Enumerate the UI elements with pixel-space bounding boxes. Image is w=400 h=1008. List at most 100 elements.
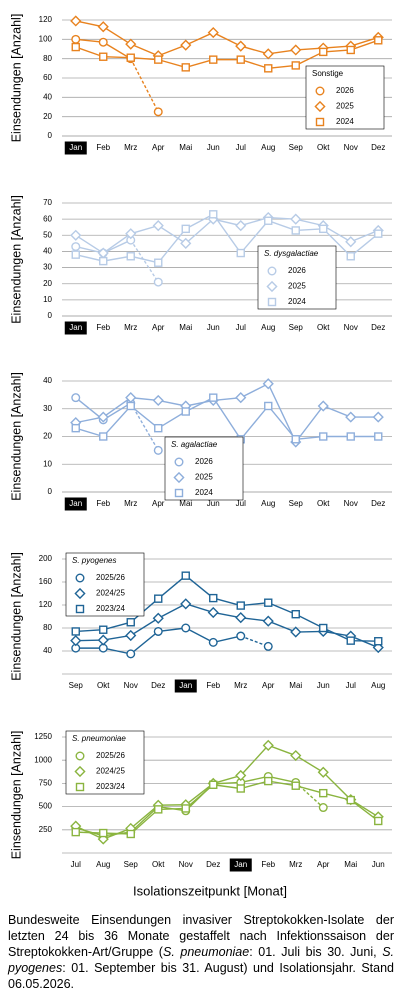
marker	[346, 636, 355, 645]
marker	[152, 220, 164, 232]
marker	[181, 571, 190, 580]
marker	[262, 739, 274, 751]
x-tick-label: Sep	[289, 499, 304, 508]
marker	[374, 637, 383, 646]
marker	[207, 26, 219, 39]
marker	[180, 237, 192, 249]
legend: S. pneumoniae 2025/26 2024/25 2023/24	[65, 730, 145, 795]
x-tick-label: Jul	[236, 499, 246, 508]
marker	[71, 827, 80, 837]
marker	[372, 411, 384, 423]
y-tick-label: 30	[43, 263, 52, 272]
x-tick-label: Apr	[152, 143, 165, 152]
marker	[125, 38, 137, 50]
marker	[264, 64, 273, 73]
x-tick-label: Okt	[317, 143, 330, 152]
x-tick-label: Dez	[151, 681, 165, 690]
marker	[181, 407, 190, 416]
marker	[154, 805, 163, 814]
marker	[70, 15, 82, 27]
x-tick-label: Okt	[152, 860, 165, 869]
y-tick-label: 60	[43, 73, 52, 82]
series-line	[75, 213, 379, 264]
marker	[153, 107, 163, 117]
marker	[236, 631, 246, 641]
marker	[174, 457, 184, 467]
marker	[126, 829, 135, 839]
legend-label: 2025/26	[96, 751, 125, 760]
x-tick-label: Jun	[207, 323, 220, 332]
marker	[236, 784, 245, 793]
marker	[154, 594, 163, 603]
y-axis-label: Einsendungen [Anzahl]	[9, 14, 23, 143]
legend-label: 2025/26	[96, 573, 125, 582]
y-axis-label: Einsendungen [Anzahl]	[9, 552, 23, 681]
x-tick-label: Dez	[371, 143, 385, 152]
x-tick-label: Mai	[179, 499, 192, 508]
y-tick-label: 60	[43, 214, 52, 223]
marker	[374, 816, 383, 826]
marker	[290, 44, 302, 56]
legend: S. agalactiae 2026 2025 2024	[164, 436, 244, 501]
x-tick-label: Jan	[234, 860, 247, 869]
x-tick-label: Okt	[97, 681, 110, 690]
marker	[99, 828, 108, 838]
x-tick-label: Dez	[371, 323, 385, 332]
series-line	[75, 780, 379, 835]
x-tick-label: Mrz	[124, 323, 137, 332]
x-tick-label: Mrz	[124, 499, 137, 508]
y-tick-label: 10	[43, 459, 52, 468]
x-axis-label: Isolationszeitpunkt [Monat]	[133, 883, 287, 898]
x-tick-label: Mrz	[289, 860, 302, 869]
marker	[75, 573, 85, 583]
marker	[126, 618, 135, 627]
marker	[126, 252, 135, 261]
marker	[181, 804, 190, 813]
y-tick-label: 30	[43, 404, 52, 413]
marker	[209, 780, 218, 789]
marker	[154, 55, 163, 64]
marker	[315, 117, 325, 127]
marker	[71, 393, 81, 403]
marker	[71, 423, 80, 433]
marker	[71, 250, 80, 259]
marker	[263, 641, 273, 651]
marker	[209, 393, 218, 402]
marker	[374, 432, 383, 441]
x-tick-label: Apr	[317, 860, 330, 869]
marker	[264, 216, 273, 225]
legend-label: 2024	[336, 117, 354, 126]
marker	[315, 86, 325, 96]
x-tick-label: Mai	[179, 323, 192, 332]
series-line	[75, 39, 379, 70]
marker	[264, 598, 273, 607]
y-tick-label: 40	[43, 92, 52, 101]
legend-label: 2024	[288, 297, 306, 306]
legend-label: 2023/24	[96, 782, 125, 791]
x-tick-label: Feb	[96, 143, 110, 152]
marker	[262, 378, 274, 390]
x-tick-label: Feb	[261, 860, 275, 869]
marker	[208, 637, 218, 647]
marker	[70, 635, 82, 647]
legend-label: 2024/25	[96, 767, 125, 776]
x-tick-label: Mrz	[124, 143, 137, 152]
x-tick-label: Nov	[344, 143, 358, 152]
marker	[181, 623, 191, 633]
y-tick-label: 200	[39, 554, 53, 563]
y-tick-label: 70	[43, 198, 52, 207]
series-line	[130, 239, 159, 283]
caption-text: S. pneumoniae	[162, 945, 250, 959]
marker	[209, 55, 218, 64]
series-line	[75, 216, 379, 254]
marker	[235, 40, 247, 52]
marker	[236, 248, 245, 258]
marker	[152, 612, 164, 624]
legend-title: S. pyogenes	[72, 556, 116, 565]
legend-title: S. dysgalactiae	[264, 249, 319, 258]
y-tick-label: 0	[48, 487, 53, 496]
marker	[317, 766, 329, 778]
highlight-box	[64, 321, 87, 335]
marker	[374, 229, 383, 238]
marker	[97, 411, 109, 423]
